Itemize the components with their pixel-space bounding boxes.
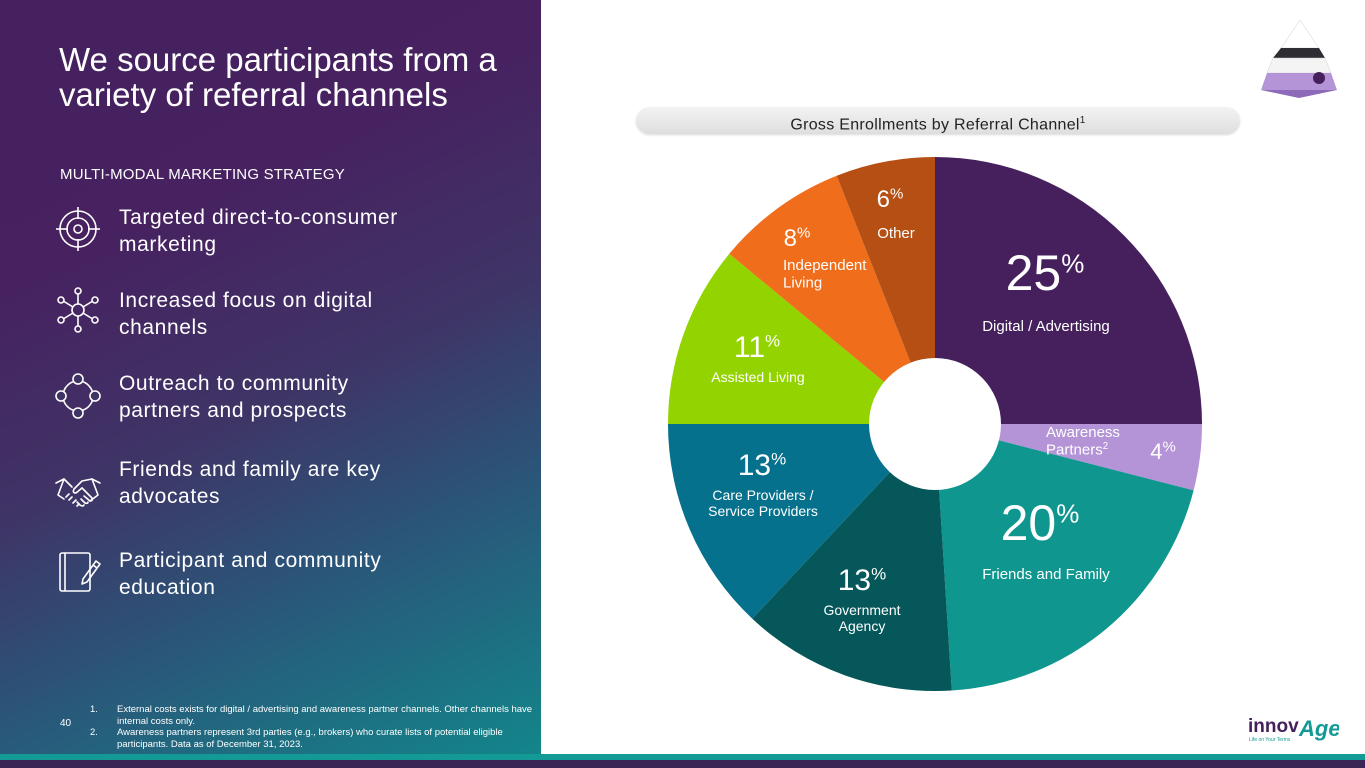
community-circle-icon (55, 373, 101, 419)
slice-category-label: Independent Living (783, 257, 867, 291)
feature-text: Increased focus on digital channels (119, 289, 373, 339)
footnote-number: 2. (90, 727, 98, 738)
page-number: 40 (60, 718, 72, 729)
slice-value-label: 4% (1150, 438, 1176, 464)
pyramid-logo-icon (1261, 19, 1337, 98)
innovage-logo: innov Age Life on Your Terms (1248, 716, 1339, 743)
footnote-text: External costs exists for digital / adve… (117, 704, 533, 727)
pie-slice-friends-and-family (935, 424, 1194, 691)
slice-category-label: Care Providers / Service Providers (708, 487, 818, 519)
chart-title: Gross Enrollments by Referral Channel1 (636, 107, 1240, 134)
slice-category-label: Assisted Living (711, 369, 804, 385)
left-panel: We source participants from a variety of… (0, 0, 541, 755)
target-icon (56, 207, 100, 251)
slice-value-label: 6% (877, 186, 904, 213)
logo-tagline: Life on Your Terms (1249, 737, 1291, 743)
pie-slice-awareness-partners (935, 424, 1202, 491)
slice-value-label: 11% (734, 331, 780, 364)
footnote: 2. Awareness partners represent 3rd part… (90, 727, 535, 750)
slice-category-label: Digital / Advertising (982, 318, 1110, 335)
pie-slice-independent-living (729, 175, 935, 424)
feature-text: Participant and community education (119, 549, 382, 599)
footnotes: 1. External costs exists for digital / a… (90, 704, 535, 750)
section-label: MULTI-MODAL MARKETING STRATEGY (60, 166, 345, 183)
slice-value-label: 25% (1006, 245, 1085, 301)
slice-value-label: 13% (838, 564, 887, 597)
pie-slice-assisted-living (668, 253, 935, 424)
bottom-purple-bar (0, 760, 1365, 768)
logo-brand-suffix: Age (1298, 716, 1339, 741)
pie-slice-care-providers-service-providers (668, 424, 935, 619)
footnote: 1. External costs exists for digital / a… (90, 704, 535, 727)
feature-text: Outreach to community partners and prosp… (119, 372, 349, 422)
slice-category-label: Other (877, 225, 915, 242)
logo-brand-prefix: innov (1248, 716, 1299, 737)
slice-value-label: 13% (738, 449, 787, 482)
donut-hole (869, 358, 1001, 490)
pie-slice-other (836, 157, 935, 424)
pie-slice-government-agency (752, 424, 952, 691)
feature-text: Friends and family are key advocates (119, 458, 381, 508)
page-title: We source participants from a variety of… (59, 41, 497, 113)
notebook-pen-icon (59, 552, 101, 592)
slice-category-label: Friends and Family (982, 566, 1110, 583)
slice-category-label: Government Agency (823, 602, 900, 634)
chart-title-text: Gross Enrollments by Referral Channel (790, 116, 1080, 134)
footnote-number: 1. (90, 704, 98, 715)
network-icon (57, 287, 99, 333)
slice-category-label: Awareness Partners2 (1046, 424, 1120, 458)
feature-text: Targeted direct-to-consumer marketing (119, 206, 398, 256)
footnote-text: Awareness partners represent 3rd parties… (117, 727, 503, 750)
pie-slice-digital-advertising (935, 157, 1202, 424)
bottom-teal-stripe (0, 754, 1365, 760)
chart-title-footnote-ref: 1 (1079, 115, 1086, 126)
slice-value-label: 20% (1001, 495, 1080, 551)
handshake-icon (55, 478, 101, 507)
slice-value-label: 8% (784, 225, 811, 252)
